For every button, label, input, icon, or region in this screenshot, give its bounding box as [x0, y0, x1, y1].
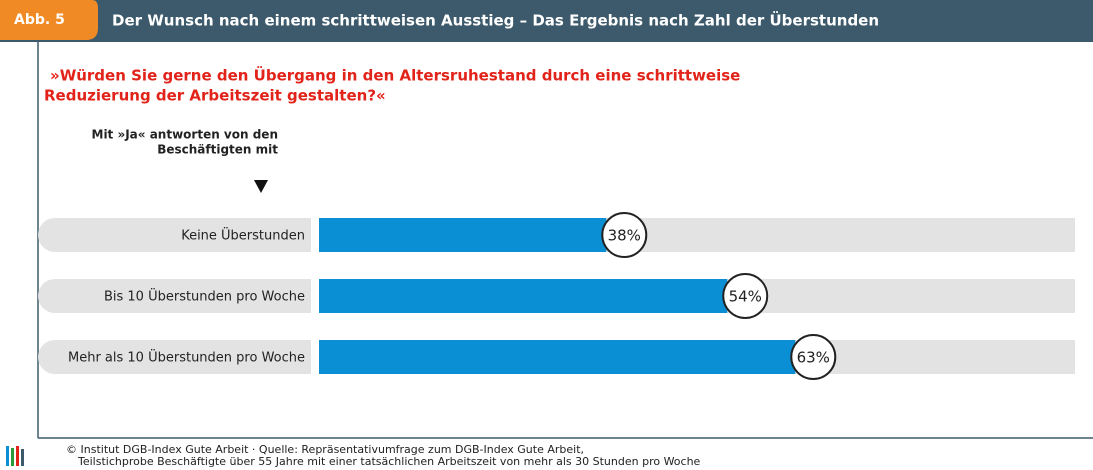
label-track [38, 218, 311, 252]
source-line: Teilstichprobe Beschäftigte über 55 Jahr… [77, 455, 701, 468]
label-track [38, 340, 311, 374]
label-circle [722, 273, 769, 319]
bar [319, 279, 728, 313]
bar [319, 218, 607, 252]
label-circle [601, 212, 648, 258]
value-label: 38% [608, 227, 641, 245]
value-label: 63% [797, 349, 830, 367]
annotation-line: Beschäftigten mit [157, 143, 278, 157]
value-label: 54% [729, 288, 762, 306]
subtitle-line: Reduzierung der Arbeitszeit gestalten?« [44, 87, 386, 105]
logo [16, 446, 19, 466]
annotation-line: Mit »Ja« antworten von den [92, 128, 279, 142]
category-label: Bis 10 Überstunden pro Woche [104, 288, 305, 305]
figure-label: Abb. 5 [14, 12, 65, 28]
category-label: Mehr als 10 Überstunden pro Woche [68, 349, 305, 366]
chart-title: Der Wunsch nach einem schrittweisen Auss… [112, 11, 879, 30]
category-label: Keine Überstunden [181, 227, 305, 244]
bar [319, 340, 796, 374]
source-line: © Institut DGB-Index Gute Arbeit · Quell… [66, 443, 584, 456]
figure-tab [0, 0, 98, 40]
logo [6, 446, 9, 466]
pointer-triangle [254, 180, 268, 193]
logo [11, 448, 14, 466]
label-track [38, 279, 311, 313]
header-bar [0, 0, 1093, 42]
label-circle [790, 334, 837, 380]
subtitle-line: »Würden Sie gerne den Übergang in den Al… [50, 66, 740, 85]
logo [21, 449, 24, 466]
